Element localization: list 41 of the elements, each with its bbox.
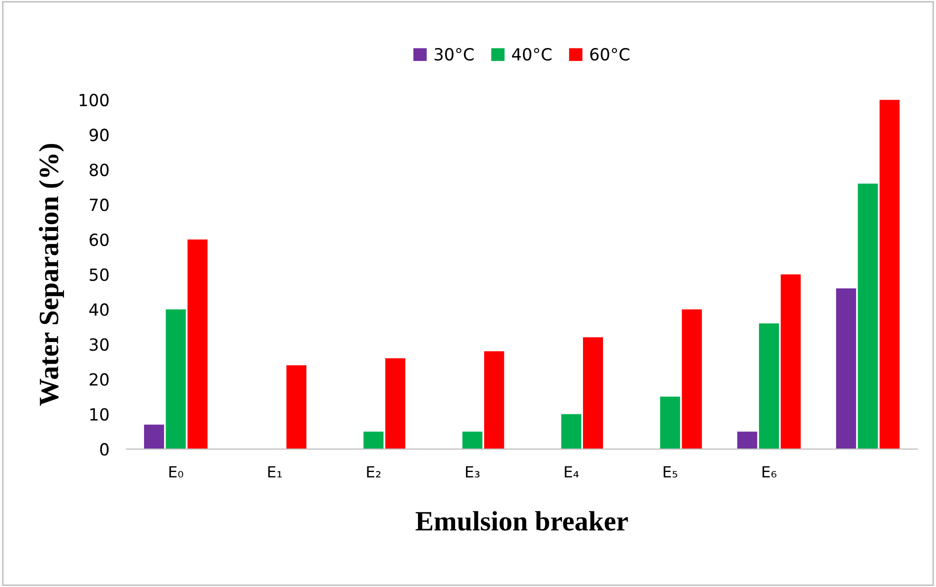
bar — [660, 396, 680, 450]
bar — [836, 288, 856, 450]
y-tick-label: 0 — [100, 443, 109, 456]
y-tick-label: 70 — [90, 198, 109, 212]
y-tick-label: 30 — [90, 338, 109, 351]
y-axis-title: Water Separation (%) — [38, 144, 64, 406]
legend-label: 30°C — [434, 48, 474, 61]
bar — [166, 309, 186, 450]
bar — [462, 432, 482, 450]
y-tick-label: 10 — [90, 408, 109, 421]
bar — [858, 184, 878, 450]
y-tick-label: 20 — [90, 373, 109, 386]
bar — [385, 358, 406, 450]
x-tick-label: E₄ — [564, 466, 579, 478]
bar — [561, 414, 582, 450]
bar — [144, 424, 164, 450]
x-tick-label: E₃ — [466, 466, 480, 478]
x-tick-label: E₀ — [169, 466, 184, 478]
x-tick-label: E₆ — [762, 466, 776, 478]
bar — [583, 337, 604, 450]
y-tick-label: 60 — [90, 233, 109, 246]
legend-label: 40°C — [512, 48, 552, 61]
x-tick-label: E₅ — [664, 466, 678, 478]
x-tick-label: E₁ — [268, 466, 282, 478]
bar — [880, 100, 900, 450]
x-tick-label: E₂ — [367, 466, 380, 478]
y-tick-label: 50 — [90, 268, 109, 281]
bar — [737, 432, 758, 450]
bar — [188, 239, 208, 450]
bar — [286, 365, 306, 450]
bar — [484, 351, 504, 450]
y-tick-label: 40 — [89, 303, 109, 316]
y-tick-label: 90 — [90, 128, 109, 142]
bar — [364, 432, 384, 450]
legend-label: 60°C — [590, 48, 630, 61]
y-tick-label: 80 — [90, 164, 109, 176]
x-axis-title: Emulsion breaker — [416, 511, 628, 531]
y-tick-label: 100 — [80, 94, 109, 106]
bar — [682, 309, 702, 450]
bar — [758, 323, 779, 450]
bar — [780, 274, 801, 450]
